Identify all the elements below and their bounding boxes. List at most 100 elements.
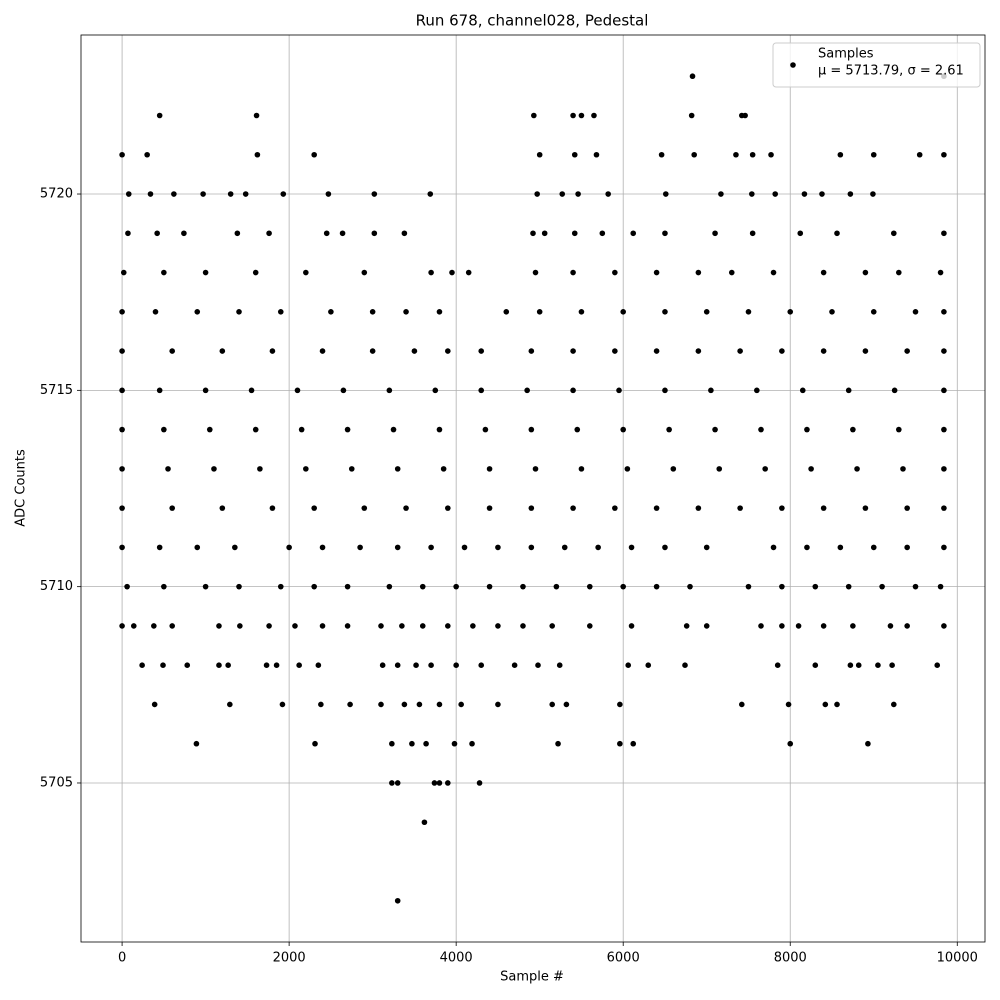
sample-point — [252, 426, 259, 433]
sample-point — [273, 662, 280, 668]
sample-point — [870, 309, 877, 315]
sample-point — [762, 466, 768, 472]
sample-point — [845, 387, 852, 394]
sample-point — [428, 544, 434, 551]
sample-point — [280, 191, 287, 197]
sample-point — [378, 623, 384, 629]
sample-point — [695, 348, 702, 354]
sample-point — [428, 662, 434, 668]
sample-point — [319, 348, 326, 354]
sample-point — [820, 505, 827, 511]
sample-point — [570, 505, 576, 511]
sample-point — [779, 348, 785, 354]
sample-point — [733, 151, 739, 158]
sample-point — [347, 701, 353, 708]
sample-point — [534, 191, 540, 197]
grid — [81, 35, 985, 942]
sample-point — [227, 191, 234, 197]
sample-point — [630, 740, 637, 747]
x-tick-label: 6000 — [607, 951, 640, 966]
sample-point — [593, 151, 600, 158]
sample-point — [774, 662, 781, 668]
sample-point — [712, 230, 718, 237]
sample-point — [461, 544, 468, 551]
sample-point — [570, 112, 576, 119]
sample-point — [617, 740, 623, 747]
sample-point — [369, 309, 376, 315]
sample-point — [257, 466, 263, 472]
sample-point — [440, 466, 447, 472]
sample-point — [875, 662, 881, 668]
sample-point — [495, 544, 501, 551]
sample-point — [202, 583, 209, 590]
sample-point — [770, 544, 777, 551]
sample-point — [232, 544, 238, 551]
sample-point — [403, 309, 409, 315]
sample-point — [394, 544, 401, 551]
sample-point — [361, 269, 368, 276]
sample-point — [465, 269, 472, 276]
sample-point — [804, 544, 810, 551]
sample-point — [156, 112, 163, 119]
sample-point — [344, 623, 351, 629]
sample-point — [738, 701, 745, 708]
sample-point — [389, 780, 395, 786]
sample-point — [941, 309, 947, 315]
sample-point — [556, 662, 563, 668]
sample-point — [845, 583, 852, 590]
sample-point — [620, 583, 626, 590]
sample-point — [389, 740, 395, 747]
sample-point — [586, 623, 593, 629]
sample-point — [628, 544, 635, 551]
sample-point — [394, 662, 401, 668]
sample-point — [252, 269, 259, 276]
sample-point — [563, 701, 570, 708]
sample-point — [119, 151, 125, 158]
points — [119, 73, 947, 904]
sample-point — [890, 701, 897, 708]
sample-point — [445, 623, 451, 629]
sample-point — [904, 623, 910, 629]
sample-point — [277, 583, 284, 590]
sample-point — [478, 387, 485, 394]
sample-point — [862, 348, 869, 354]
y-axis-label: ADC Counts — [14, 449, 29, 527]
sample-point — [386, 583, 393, 590]
sample-point — [416, 701, 423, 708]
sample-point — [311, 583, 317, 590]
sample-point — [865, 740, 871, 747]
x-tick-label: 4000 — [440, 951, 473, 966]
sample-point — [458, 701, 464, 708]
sample-point — [242, 191, 249, 197]
sample-point — [695, 505, 702, 511]
sample-point — [749, 191, 755, 197]
sample-point — [263, 662, 270, 668]
sample-point — [870, 191, 876, 197]
sample-point — [941, 505, 947, 511]
sample-point — [941, 426, 947, 433]
sample-point — [202, 387, 209, 394]
sample-point — [787, 740, 794, 747]
sample-point — [687, 583, 693, 590]
sample-point — [339, 230, 346, 237]
sample-point — [200, 191, 206, 197]
sample-point — [399, 623, 405, 629]
sample-point — [941, 623, 947, 629]
sample-point — [469, 740, 475, 747]
sample-point — [419, 623, 426, 629]
sample-point — [236, 583, 242, 590]
sample-point — [371, 230, 378, 237]
sample-point — [718, 191, 724, 197]
sample-point — [541, 230, 548, 237]
sample-point — [286, 544, 292, 551]
sample-point — [436, 780, 443, 786]
sample-point — [890, 230, 897, 237]
sample-point — [378, 701, 384, 708]
legend-label: Samples — [818, 47, 874, 62]
legend-note: μ = 5713.79, σ = 2.61 — [818, 64, 964, 79]
sample-point — [620, 426, 626, 433]
sample-point — [658, 151, 665, 158]
sample-point — [536, 151, 543, 158]
sample-point — [937, 269, 944, 276]
sample-point — [742, 112, 748, 119]
